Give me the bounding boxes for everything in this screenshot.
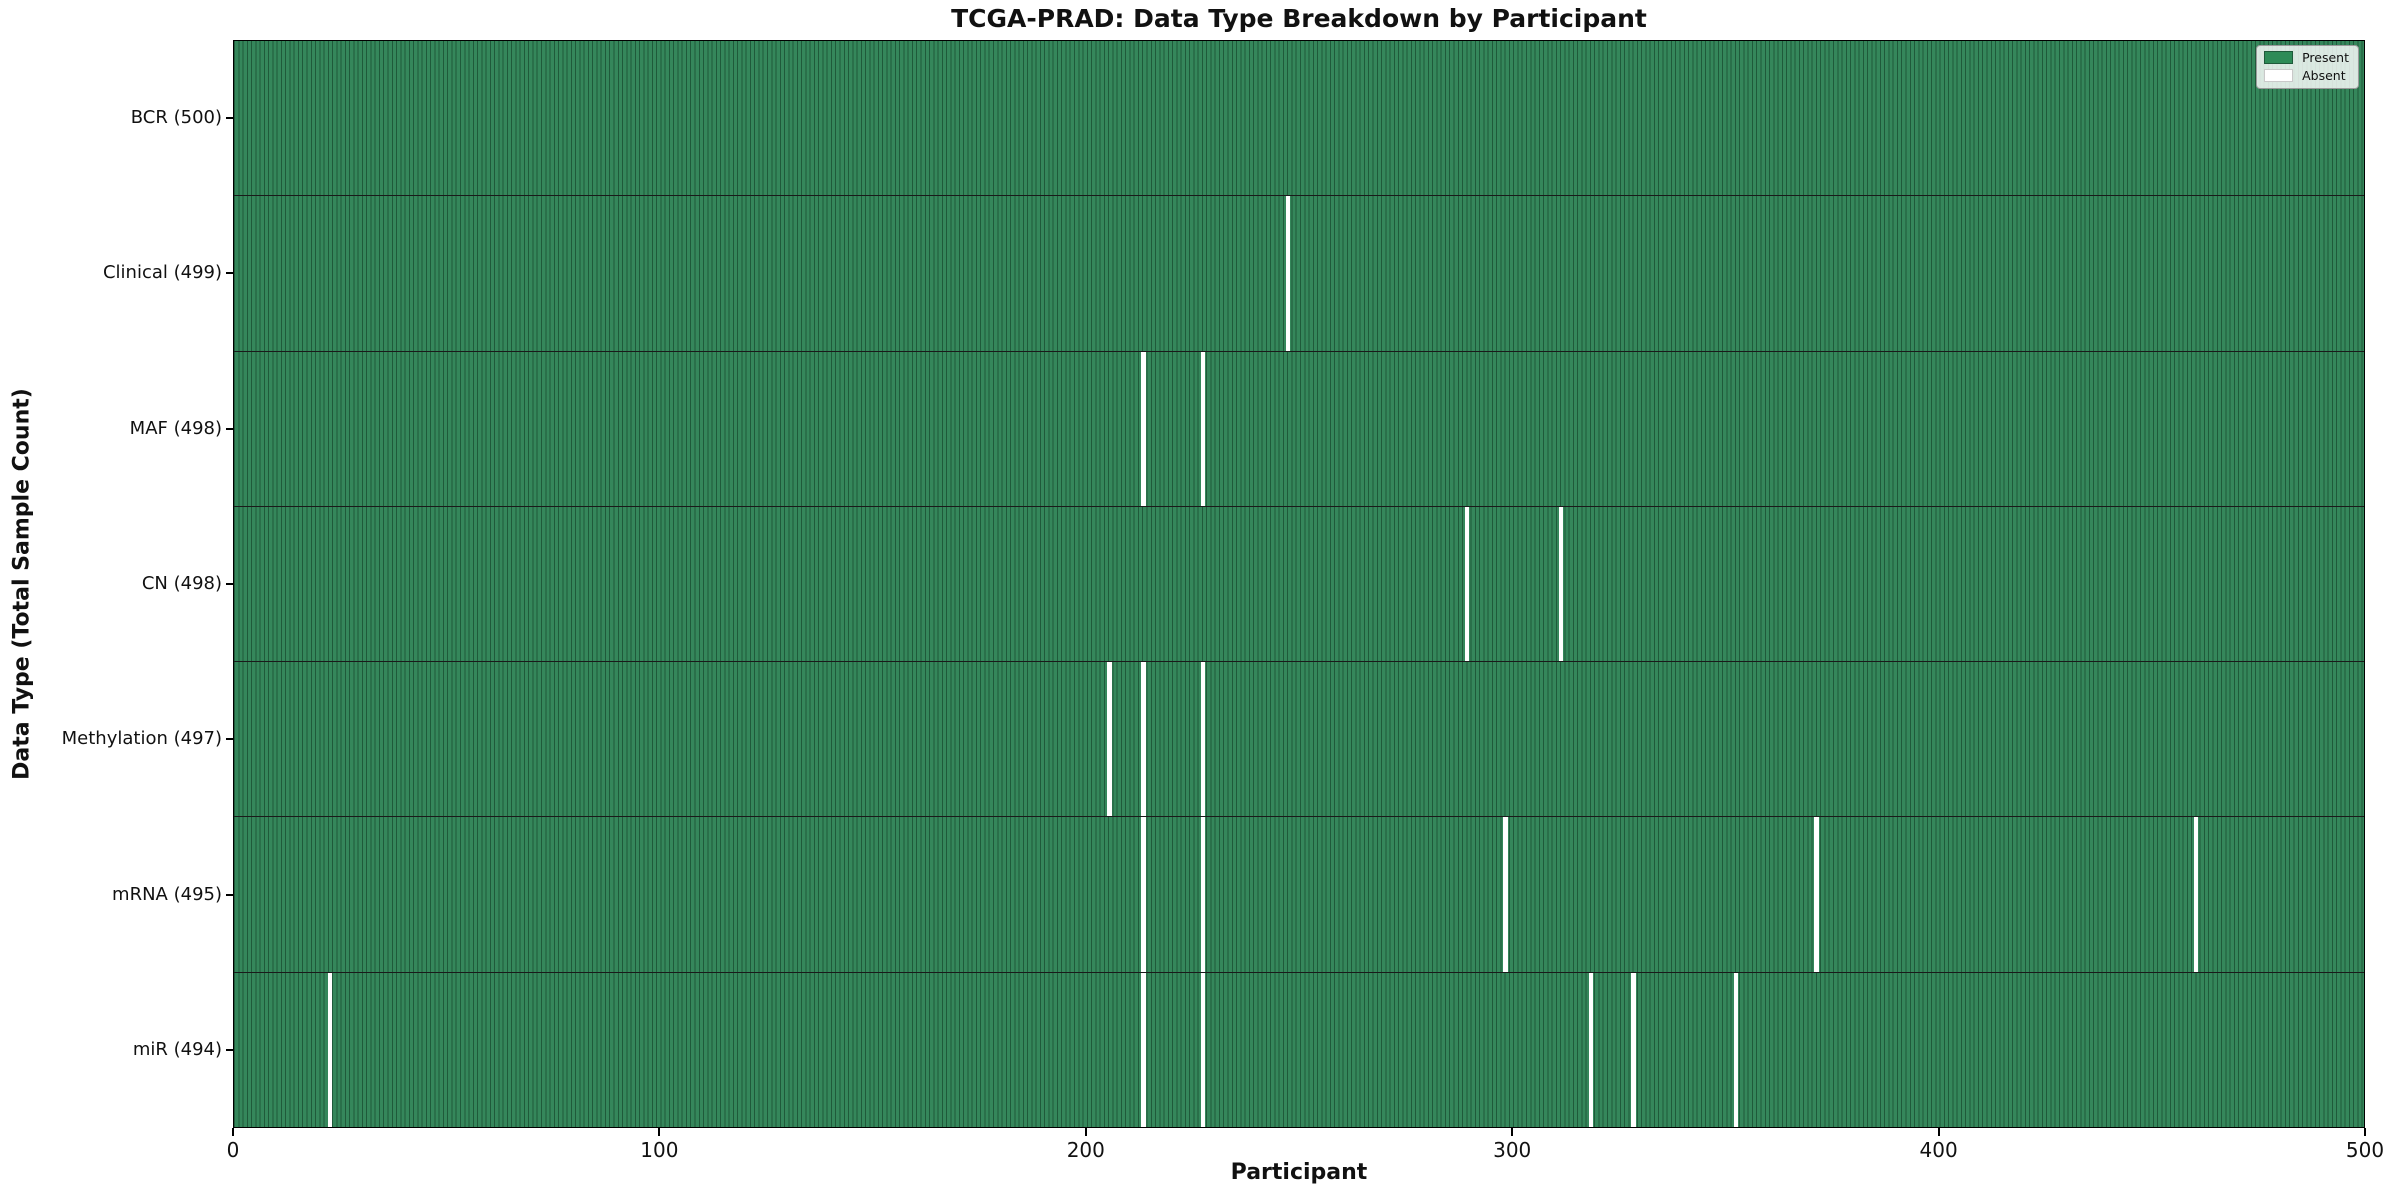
y-tick-label: mRNA (495) xyxy=(112,883,222,905)
x-axis-label: Participant xyxy=(1230,1160,1368,1185)
x-tick-label: 200 xyxy=(1066,1138,1105,1162)
y-tick-mark xyxy=(226,893,233,896)
y-tick-mark xyxy=(226,1049,233,1052)
y-tick-mark xyxy=(226,427,233,430)
row-methylation xyxy=(234,661,2364,817)
x-tick-mark xyxy=(1511,1128,1514,1136)
x-tick-label: 300 xyxy=(1493,1138,1532,1162)
x-tick-mark xyxy=(1937,1128,1940,1136)
x-tick-mark xyxy=(1084,1128,1087,1136)
y-tick-label: MAF (498) xyxy=(129,417,222,439)
y-tick-mark xyxy=(226,738,233,741)
absent-gap xyxy=(1733,972,1738,1127)
absent-gap xyxy=(1631,972,1636,1127)
absent-gap xyxy=(1814,817,1819,972)
absent-gap xyxy=(1201,662,1206,817)
y-tick-label: Clinical (499) xyxy=(102,262,222,284)
absent-gap xyxy=(1558,506,1564,662)
legend: Present Absent xyxy=(2256,45,2359,89)
absent-gap xyxy=(1107,662,1112,817)
x-tick-label: 100 xyxy=(640,1138,679,1162)
legend-present-label: Present xyxy=(2302,50,2349,65)
absent-swatch-icon xyxy=(2264,69,2294,82)
y-tick-label: CN (498) xyxy=(141,573,222,594)
y-tick-mark xyxy=(226,116,233,119)
y-tick-mark xyxy=(226,583,233,585)
present-swatch-icon xyxy=(2264,51,2294,64)
absent-gap xyxy=(1503,817,1508,972)
chart-title: TCGA-PRAD: Data Type Breakdown by Partic… xyxy=(951,4,1647,33)
absent-gap xyxy=(1286,196,1291,351)
x-tick-mark xyxy=(658,1128,661,1136)
y-tick-label: Methylation (497) xyxy=(61,728,222,750)
x-tick-label: 0 xyxy=(226,1138,240,1162)
absent-gap xyxy=(1141,817,1146,972)
row-clinical xyxy=(234,195,2364,351)
row-maf xyxy=(234,350,2364,506)
x-tick-label: 500 xyxy=(2345,1138,2385,1162)
absent-gap xyxy=(1141,662,1146,817)
absent-gap xyxy=(1141,972,1146,1127)
row-mir xyxy=(234,971,2364,1127)
legend-entry-present: Present xyxy=(2264,51,2349,64)
absent-gap xyxy=(1201,351,1206,506)
row-cn xyxy=(234,505,2364,662)
absent-gap xyxy=(2193,817,2198,972)
plot-area: Present Absent xyxy=(233,40,2365,1128)
absent-gap xyxy=(1201,972,1206,1127)
absent-gap xyxy=(1141,351,1146,506)
absent-gap xyxy=(1465,506,1470,662)
y-tick-label: BCR (500) xyxy=(130,106,222,128)
x-tick-mark xyxy=(232,1128,234,1136)
absent-gap xyxy=(1201,817,1206,972)
x-tick-mark xyxy=(2364,1128,2366,1136)
absent-gap xyxy=(1588,972,1593,1127)
y-tick-label: miR (494) xyxy=(132,1039,222,1061)
row-bcr xyxy=(234,41,2364,196)
x-tick-label: 400 xyxy=(1919,1138,1958,1162)
y-tick-mark xyxy=(226,272,233,275)
legend-absent-label: Absent xyxy=(2302,68,2346,83)
absent-gap xyxy=(327,972,332,1127)
row-mrna xyxy=(234,816,2364,972)
legend-entry-absent: Absent xyxy=(2264,69,2349,82)
